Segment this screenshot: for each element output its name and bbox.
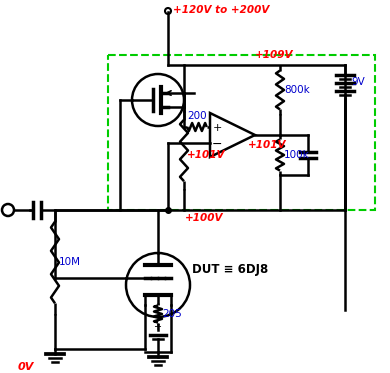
Text: 9V: 9V — [351, 77, 365, 87]
Text: 10M: 10M — [59, 257, 81, 267]
Text: +100V: +100V — [185, 213, 223, 223]
Text: +: + — [212, 123, 222, 133]
Text: +101V: +101V — [187, 150, 225, 160]
Text: 800k: 800k — [284, 85, 310, 95]
Text: +101V: +101V — [248, 140, 287, 150]
Text: DUT ≡ 6DJ8: DUT ≡ 6DJ8 — [192, 263, 268, 276]
Text: +120V to +200V: +120V to +200V — [173, 5, 269, 15]
Text: +: + — [153, 322, 161, 332]
Text: −: − — [212, 138, 222, 150]
Text: +109V: +109V — [255, 50, 294, 60]
Text: 0V: 0V — [18, 362, 34, 372]
Text: 205: 205 — [162, 309, 182, 319]
Text: 200: 200 — [187, 111, 207, 121]
Text: 100k: 100k — [284, 150, 310, 160]
